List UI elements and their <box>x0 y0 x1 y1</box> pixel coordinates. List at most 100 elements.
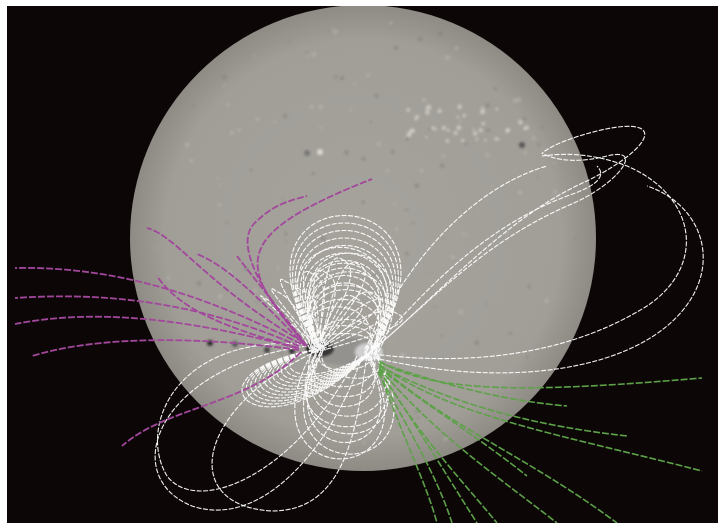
magnetic-speckle <box>553 190 558 194</box>
magnetic-speckle <box>184 142 190 147</box>
magnetic-speckle <box>399 352 405 358</box>
magnetic-speckle <box>283 113 288 119</box>
plage-speckle <box>462 113 466 118</box>
magnetic-speckle <box>509 332 513 336</box>
open-field-line-west <box>378 360 703 389</box>
magnetic-speckle <box>478 212 481 215</box>
open-field-line-west <box>378 367 558 523</box>
plage-speckle <box>495 107 499 111</box>
magnetic-speckle <box>309 104 314 109</box>
plage-speckle <box>446 128 450 132</box>
magnetic-speckle <box>405 208 408 212</box>
magnetic-speckle <box>512 98 518 103</box>
magnetic-speckle <box>229 130 235 135</box>
plage-speckle <box>425 110 430 115</box>
open-field-line-east <box>14 295 300 347</box>
solar-image-frame <box>7 6 718 523</box>
magnetic-speckle <box>393 45 399 50</box>
closed-field-line <box>154 345 363 511</box>
closed-field-line <box>302 252 389 353</box>
magnetic-speckle <box>327 30 331 33</box>
magnetic-speckle <box>248 322 251 326</box>
magnetic-speckle <box>461 232 465 236</box>
plage-speckle <box>494 137 499 141</box>
open-field-lines-east <box>14 178 373 447</box>
magnetic-speckle <box>425 272 428 274</box>
closed-field-line <box>311 270 336 354</box>
open-field-line-west <box>377 371 453 523</box>
magnetic-speckle <box>353 82 356 85</box>
magnetic-speckle <box>428 127 431 131</box>
plage-speckle <box>453 130 458 135</box>
magnetic-speckle <box>218 184 221 187</box>
magnetic-speckle <box>405 251 409 256</box>
magnetic-speckle <box>361 200 365 205</box>
closed-field-line <box>241 348 372 408</box>
plage-speckle <box>425 136 428 139</box>
magnetic-speckle <box>518 190 523 195</box>
magnetic-speckle <box>237 128 241 132</box>
magnetic-speckle <box>536 176 539 179</box>
open-field-line-west <box>378 371 438 523</box>
magnetic-speckle <box>192 105 195 108</box>
open-field-line-west <box>378 369 478 523</box>
magnetic-speckle <box>525 355 529 358</box>
closed-field-line <box>279 278 321 354</box>
magnetic-spot <box>304 150 310 156</box>
magnetic-speckle <box>156 246 159 249</box>
magnetic-speckle <box>485 153 490 157</box>
magnetic-speckle <box>256 301 258 303</box>
plage-speckle <box>518 119 523 125</box>
closed-field-line <box>157 343 358 492</box>
closed-field-line <box>303 351 395 455</box>
magnetic-speckle <box>553 161 557 165</box>
plage-speckle <box>481 121 485 126</box>
magnetic-speckle <box>262 320 265 323</box>
magnetic-spot <box>264 347 270 353</box>
magnetic-speckle <box>276 265 280 270</box>
magnetic-speckle <box>349 109 353 113</box>
open-field-line-east <box>156 275 300 349</box>
magnetic-speckle <box>320 236 326 241</box>
magnetic-speckle <box>523 151 528 155</box>
magnetic-speckle <box>442 237 445 240</box>
magnetic-speckle <box>362 441 366 444</box>
closed-field-line <box>368 165 602 355</box>
solar-disk <box>130 6 596 471</box>
closed-field-line <box>297 237 394 353</box>
plage-speckle <box>475 137 479 141</box>
closed-field-line <box>311 310 404 354</box>
magnetic-speckle <box>415 409 419 413</box>
magnetic-speckle <box>333 29 339 35</box>
closed-field-line <box>311 282 380 353</box>
magnetic-speckle <box>226 103 230 107</box>
plage-speckle <box>409 128 416 134</box>
magnetic-speckle <box>196 281 202 286</box>
plage-speckle <box>459 120 462 123</box>
open-field-line-east <box>146 227 304 343</box>
magnetic-speckle <box>464 142 468 146</box>
plage-speckle <box>431 126 436 130</box>
magnetic-speckle <box>385 169 389 173</box>
magnetic-speckle <box>403 137 406 140</box>
magnetic-speckle <box>395 227 399 231</box>
magnetic-speckle <box>253 54 256 57</box>
magnetic-speckle <box>311 171 315 176</box>
open-field-line-east <box>121 351 302 447</box>
magnetic-speckle <box>454 46 459 51</box>
plage-speckle <box>498 138 501 141</box>
magnetic-speckle <box>340 76 345 81</box>
magnetic-speckle <box>493 87 497 91</box>
magnetic-speckle <box>389 21 393 25</box>
closed-field-line <box>267 348 372 390</box>
open-field-line-west <box>379 365 618 523</box>
plage-speckle <box>441 125 447 131</box>
open-field-line-east <box>196 253 306 347</box>
closed-field-line <box>311 257 352 354</box>
magnetic-speckle <box>281 376 285 380</box>
magnetic-speckle <box>421 97 426 102</box>
magnetic-speckle <box>319 126 322 130</box>
magnetogram-scene <box>7 6 718 523</box>
magnetic-speckle <box>474 340 480 345</box>
magnetic-speckle <box>369 121 373 124</box>
